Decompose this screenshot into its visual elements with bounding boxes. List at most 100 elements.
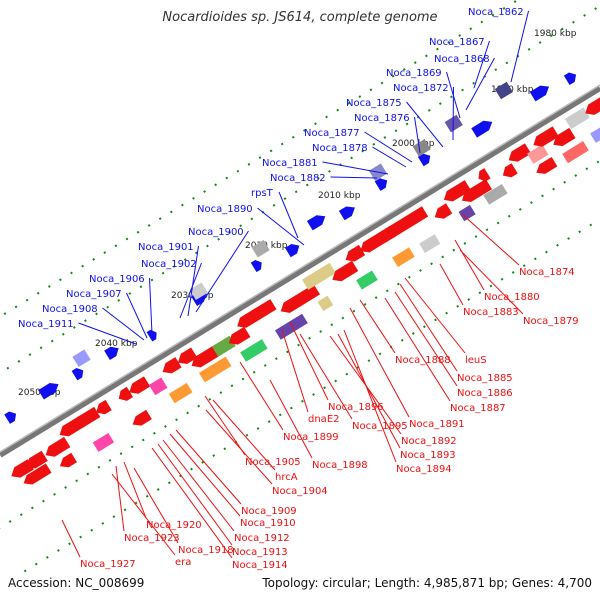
- feature-block: [274, 313, 308, 340]
- leader-line: [330, 176, 378, 179]
- leader-line: [454, 239, 485, 291]
- reverse-gene-block: [443, 180, 472, 202]
- leader-line: [151, 447, 233, 559]
- reverse-gene-label: Noca_1910: [240, 518, 296, 529]
- leader-line: [126, 292, 148, 339]
- ruler-label: 2030 kbp: [171, 291, 214, 301]
- leader-line: [111, 473, 176, 556]
- reverse-gene-block: [434, 203, 453, 219]
- reverse-gene-label: Noca_1909: [241, 506, 297, 517]
- feature-block: [72, 349, 91, 368]
- leader-line: [439, 263, 464, 306]
- feature-block-shape: [168, 382, 193, 404]
- leader-line: [337, 333, 401, 449]
- leader-line: [169, 433, 241, 517]
- reverse-gene-block-shape: [461, 178, 493, 203]
- reverse-gene-label: Noca_1899: [283, 432, 339, 443]
- leader-line: [278, 191, 299, 239]
- reverse-gene-block: [73, 406, 101, 428]
- feature-block: [251, 239, 270, 258]
- feature-block: [132, 409, 152, 426]
- leader-line: [123, 461, 147, 519]
- reverse-gene-label: Noca_1885: [457, 373, 513, 384]
- feature-block-shape: [251, 239, 270, 258]
- reverse-gene-block: [533, 126, 559, 147]
- forward-gene-label: Noca_1867: [429, 37, 485, 48]
- feature-block-shape: [189, 282, 208, 301]
- reverse-gene-block-shape: [345, 244, 366, 262]
- leader-line: [269, 379, 313, 459]
- reverse-gene-label: Noca_1912: [234, 533, 290, 544]
- reverse-gene-label: Noca_1920: [146, 520, 202, 531]
- forward-gene-label: Noca_1868: [434, 54, 490, 65]
- forward-gene-block: [285, 244, 300, 258]
- forward-gene-block: [471, 120, 493, 138]
- reverse-gene-label: Noca_1893: [400, 450, 456, 461]
- forward-gene-block-shape: [563, 72, 577, 86]
- reverse-gene-block: [148, 377, 168, 396]
- forward-gene-label: Noca_1877: [304, 128, 360, 139]
- reverse-gene-label: Noca_1874: [519, 267, 575, 278]
- leader-line: [187, 245, 199, 317]
- reverse-gene-block: [129, 376, 151, 394]
- leader-line: [289, 321, 329, 401]
- reverse-gene-block-shape: [96, 399, 112, 415]
- leader-line: [465, 57, 495, 111]
- reverse-gene-block-shape: [478, 168, 491, 182]
- leader-line: [510, 10, 529, 83]
- reverse-gene-block: [406, 206, 429, 225]
- genome-summary: Topology: circular; Length: 4,985,871 bp…: [262, 576, 592, 590]
- ruler-label: 1990 kbp: [491, 85, 534, 95]
- feature-block: [412, 139, 431, 157]
- feature-block: [92, 432, 115, 452]
- feature-block: [240, 339, 268, 362]
- forward-gene-label: Noca_1911: [18, 319, 74, 330]
- reverse-gene-label: Noca_1913: [232, 547, 288, 558]
- reverse-gene-block-shape: [177, 347, 198, 365]
- reverse-gene-label: Noca_1887: [450, 403, 506, 414]
- feature-block: [168, 382, 193, 404]
- reverse-gene-block-shape: [118, 386, 134, 401]
- backbone-highlight: [0, 84, 600, 453]
- feature-block: [392, 247, 415, 268]
- forward-gene-block: [71, 368, 84, 381]
- reverse-gene-block: [585, 94, 600, 115]
- forward-gene-block-shape: [250, 260, 262, 273]
- feature-block: [458, 204, 476, 222]
- forward-gene-label: Noca_1907: [66, 289, 122, 300]
- forward-gene-block-shape: [104, 346, 119, 361]
- feature-block-shape: [199, 356, 232, 383]
- forward-gene-block-shape: [285, 244, 300, 258]
- forward-gene-block-shape: [471, 120, 493, 138]
- feature-block-shape: [317, 295, 334, 312]
- reverse-gene-label: Noca_1918: [178, 545, 234, 556]
- forward-gene-block: [563, 72, 577, 86]
- reverse-gene-block: [45, 436, 71, 457]
- forward-gene-label: Noca_1906: [89, 274, 145, 285]
- leader-line: [205, 409, 273, 485]
- leader-line: [239, 361, 284, 431]
- feature-block-shape: [412, 139, 431, 157]
- feature-block-shape: [458, 204, 476, 222]
- reverse-gene-label: Noca_1892: [401, 436, 457, 447]
- reverse-gene-block: [478, 168, 491, 182]
- feature-block-shape: [59, 452, 77, 468]
- feature-block: [483, 184, 508, 205]
- leader-line: [212, 399, 276, 471]
- reverse-gene-block-shape: [162, 357, 182, 374]
- forward-gene-block-shape: [146, 329, 157, 342]
- feature-block-shape: [356, 270, 378, 290]
- reverse-gene-block: [527, 144, 549, 164]
- reverse-gene-label: Noca_1904: [272, 486, 328, 497]
- reverse-gene-block: [177, 347, 198, 365]
- reverse-gene-label: Noca_1898: [312, 460, 368, 471]
- feature-block-shape: [536, 156, 558, 174]
- feature-block: [59, 452, 77, 468]
- feature-block-shape: [72, 349, 91, 368]
- forward-gene-label: Noca_1882: [270, 173, 326, 184]
- ruler-label: 2010 kbp: [318, 191, 361, 201]
- forward-gene-label: Noca_1869: [386, 68, 442, 79]
- leader-line: [404, 277, 466, 354]
- forward-gene-block-shape: [417, 153, 431, 167]
